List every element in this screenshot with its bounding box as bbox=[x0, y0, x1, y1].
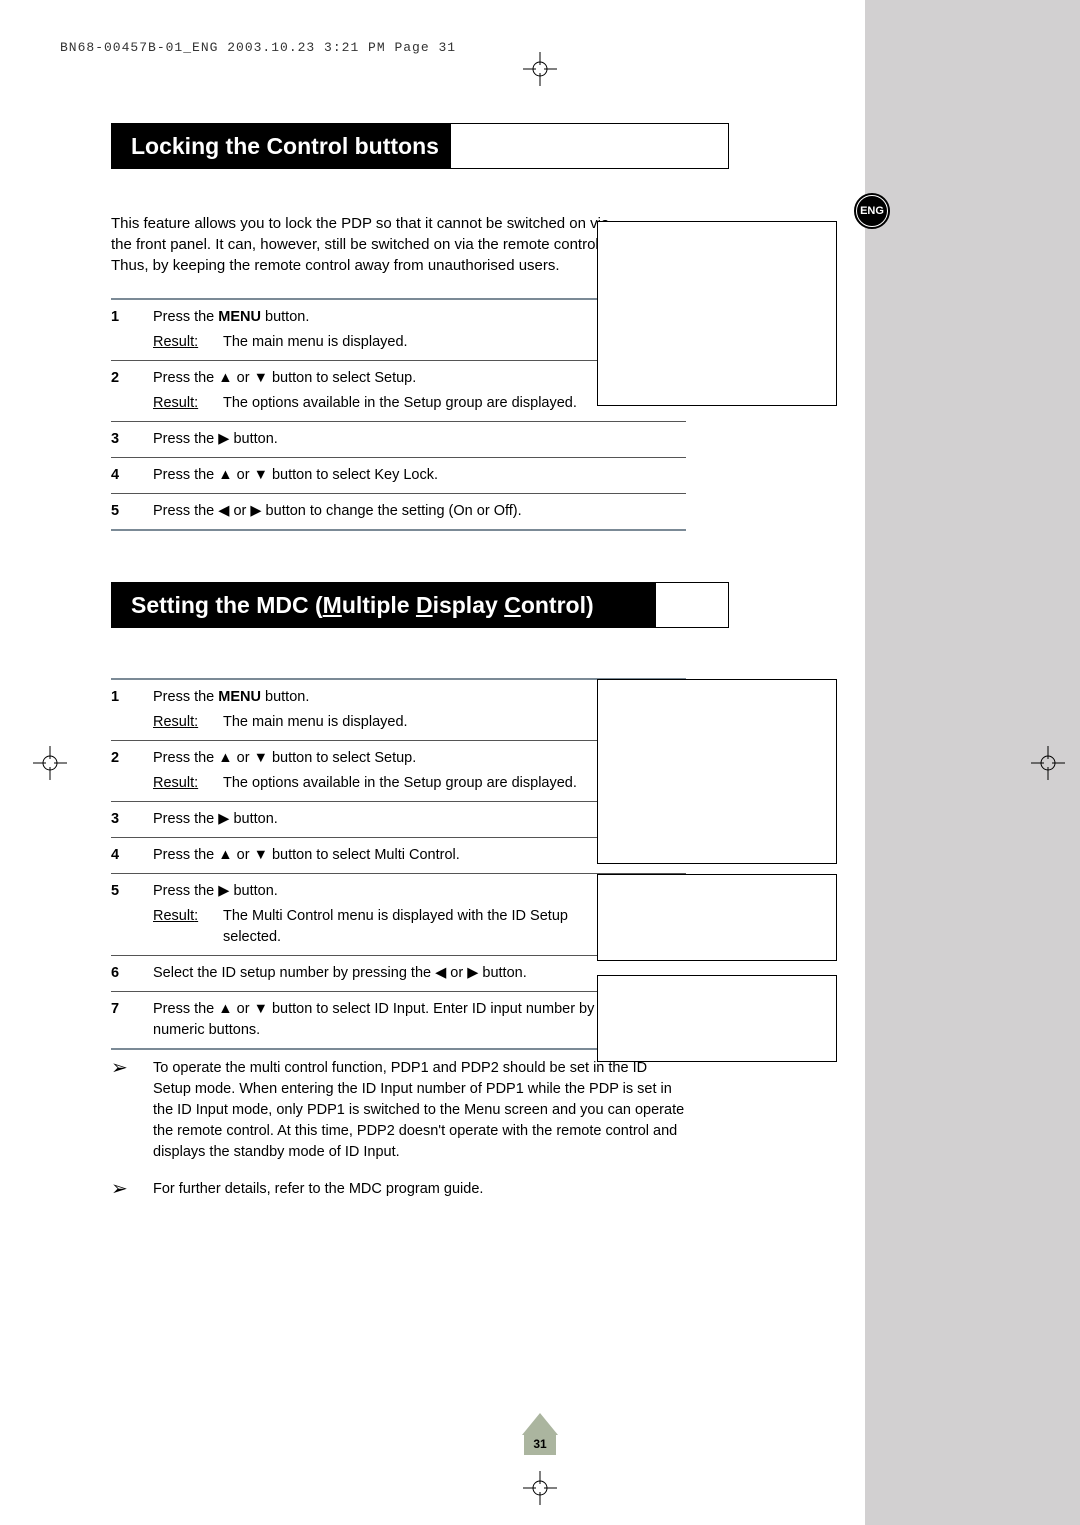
figure-placeholder-4 bbox=[597, 975, 837, 1062]
figure-placeholder-2 bbox=[597, 679, 837, 864]
step-row: 3 Press the ▶ button. bbox=[111, 422, 686, 457]
crop-mark-left bbox=[33, 746, 67, 780]
figure-placeholder-3 bbox=[597, 874, 837, 961]
crop-mark-top bbox=[523, 52, 557, 86]
section1-intro: This feature allows you to lock the PDP … bbox=[111, 213, 611, 276]
step-number: 1 bbox=[111, 307, 153, 353]
step-row: 5 Press the ◀ or ▶ button to change the … bbox=[111, 494, 686, 529]
crop-mark-right bbox=[1031, 746, 1065, 780]
section2-title: Setting the MDC (Multiple Display Contro… bbox=[131, 592, 594, 619]
note-row: ➢ To operate the multi control function,… bbox=[111, 1050, 686, 1171]
section1-title-bar: Locking the Control buttons bbox=[111, 123, 729, 169]
note-pointer-icon: ➢ bbox=[111, 1058, 153, 1163]
crop-mark-bottom bbox=[523, 1471, 557, 1505]
result-label: Result: bbox=[153, 332, 223, 353]
note-text: To operate the multi control function, P… bbox=[153, 1058, 686, 1163]
page-root: BN68-00457B-01_ENG 2003.10.23 3:21 PM Pa… bbox=[0, 0, 1080, 1525]
page-number: 31 bbox=[522, 1413, 558, 1455]
note-text: For further details, refer to the MDC pr… bbox=[153, 1179, 483, 1200]
page-number-text: 31 bbox=[533, 1437, 546, 1451]
header-docid: BN68-00457B-01_ENG 2003.10.23 3:21 PM Pa… bbox=[60, 40, 456, 55]
section1-title: Locking the Control buttons bbox=[131, 133, 439, 160]
language-badge-text: ENG bbox=[860, 205, 884, 217]
figure-placeholder-1 bbox=[597, 221, 837, 406]
section2-title-bar: Setting the MDC (Multiple Display Contro… bbox=[111, 582, 729, 628]
step-row: 4 Press the ▲ or ▼ button to select Key … bbox=[111, 458, 686, 493]
note-pointer-icon: ➢ bbox=[111, 1179, 153, 1200]
note-row: ➢ For further details, refer to the MDC … bbox=[111, 1171, 686, 1208]
language-badge: ENG bbox=[854, 193, 890, 229]
